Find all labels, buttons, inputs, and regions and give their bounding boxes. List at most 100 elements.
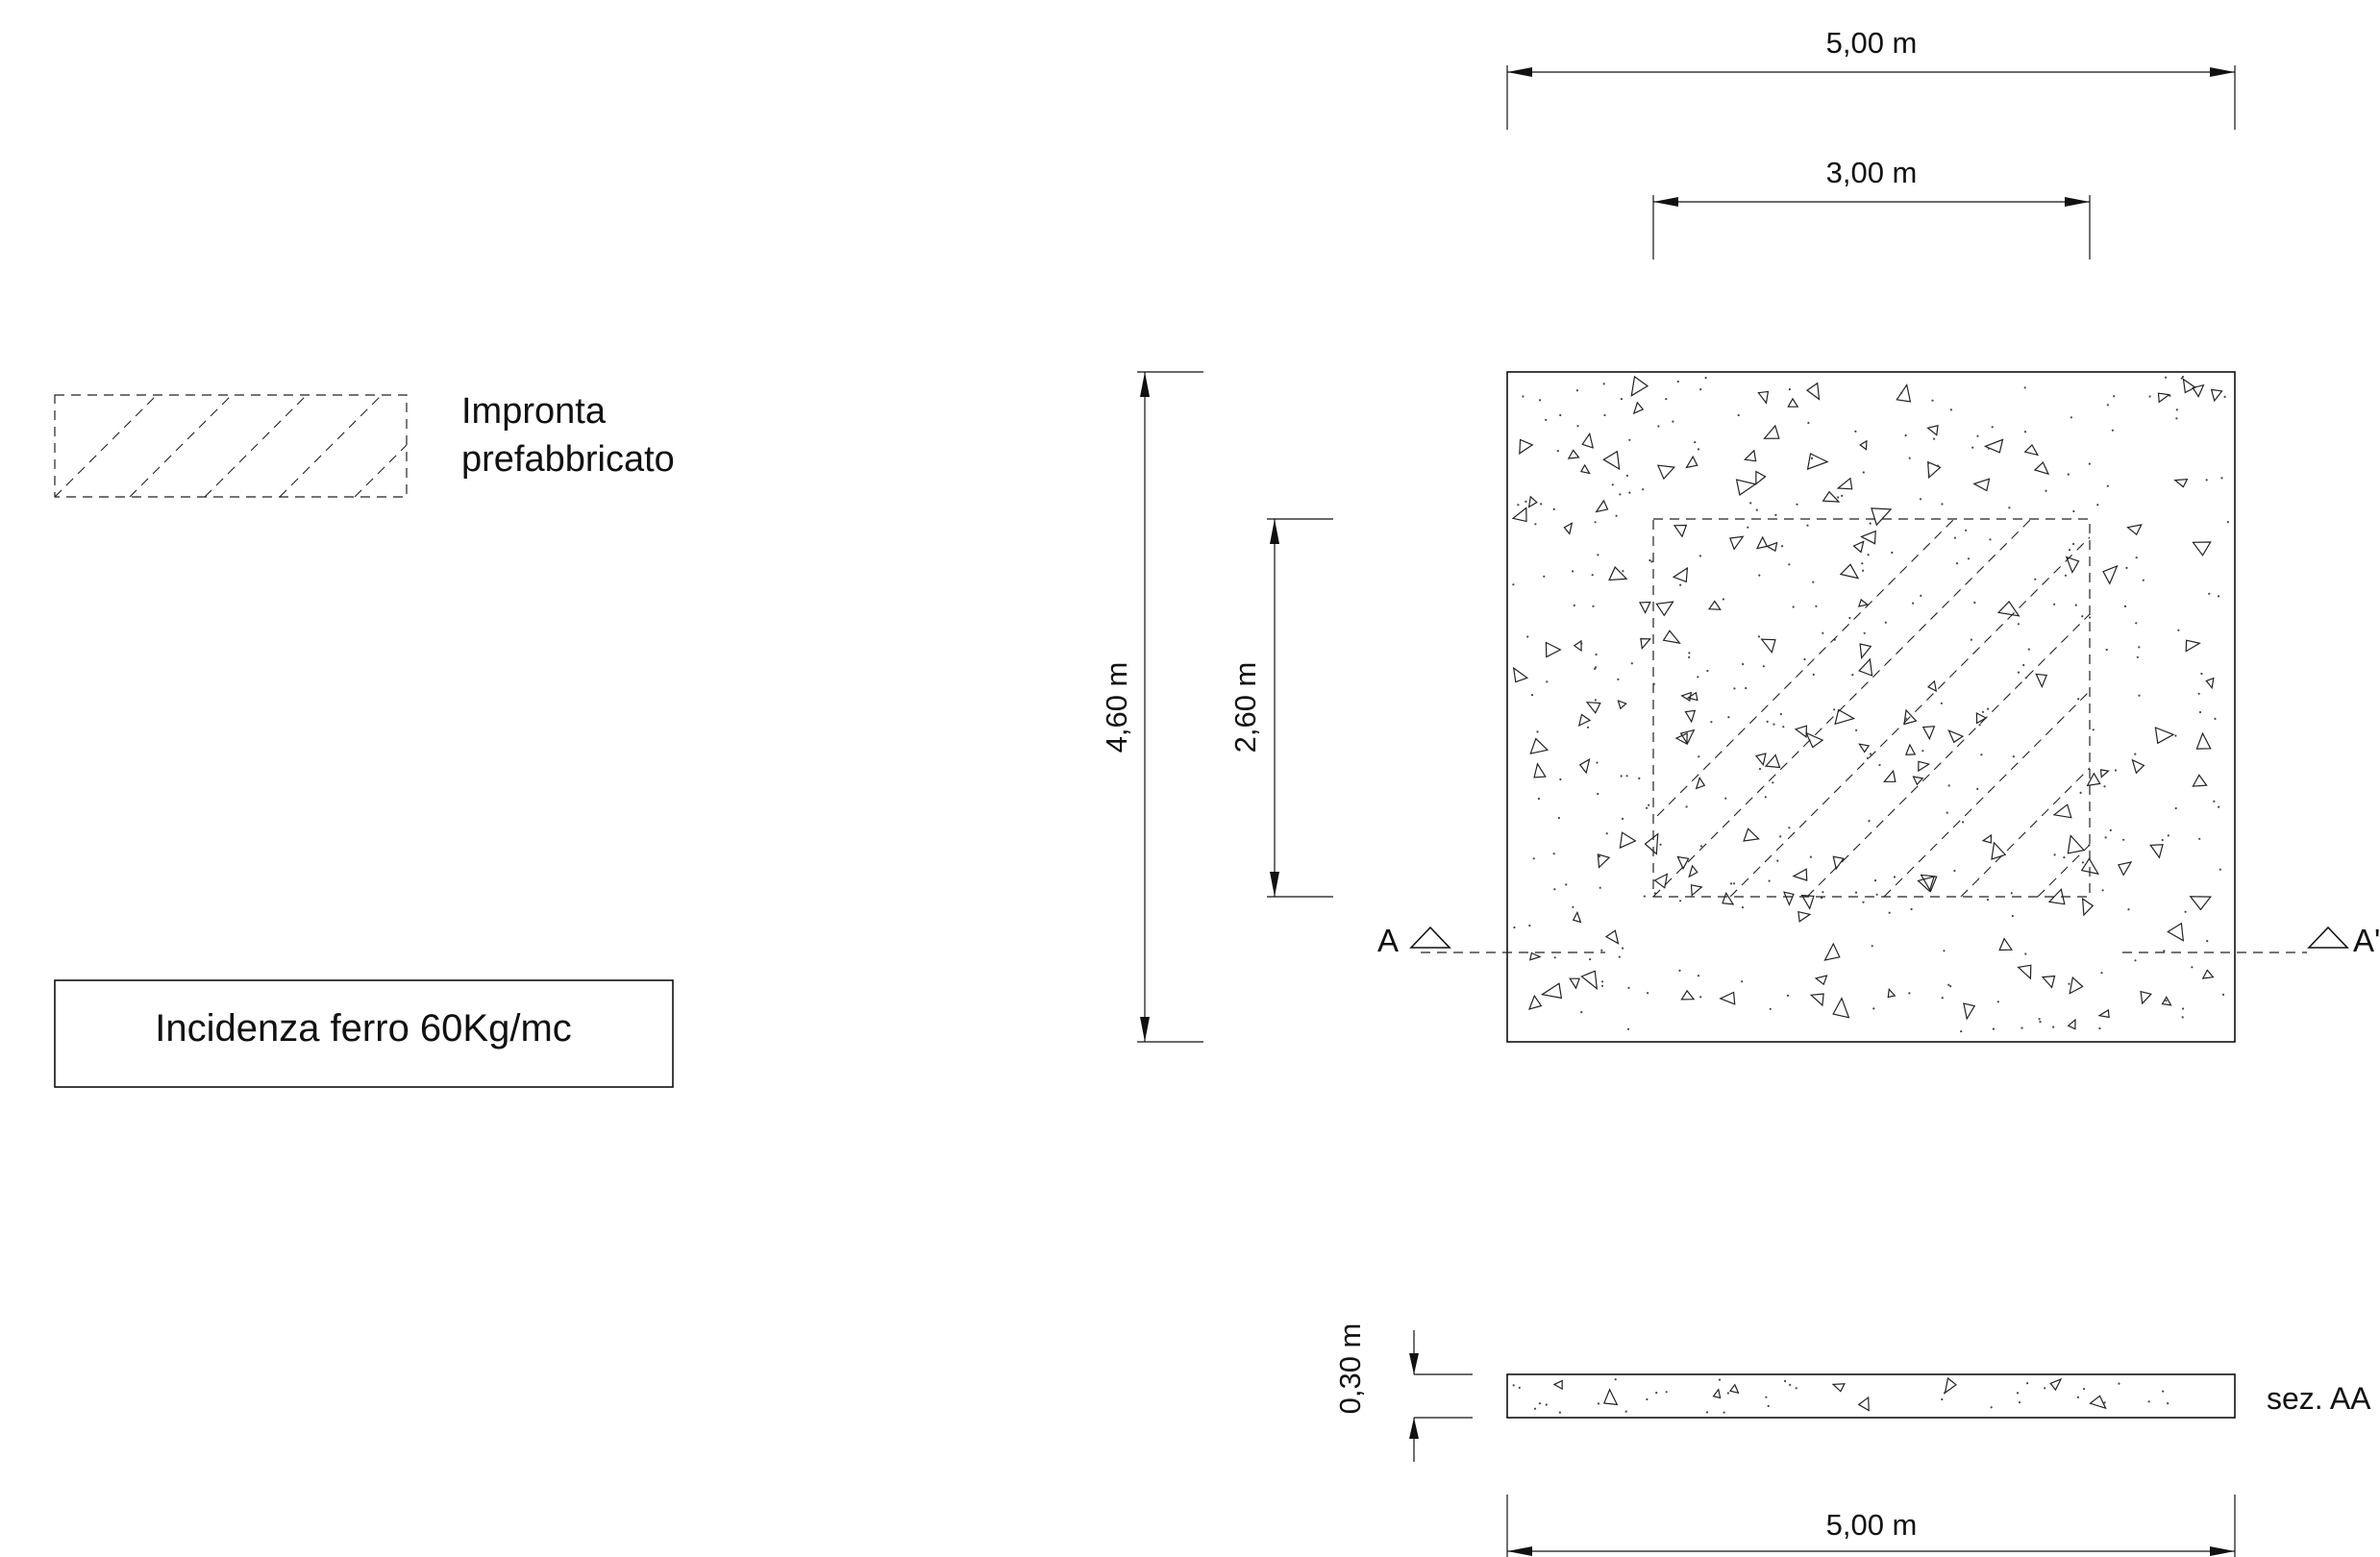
section-view: sez. AA [1506, 1373, 2371, 1419]
aggregate-dot [1741, 980, 1744, 983]
aggregate-mark [1604, 929, 1620, 945]
aggregate-dot [2052, 1026, 2055, 1028]
aggregate-dot [2162, 1390, 2165, 1393]
aggregate-dot [1953, 869, 1956, 873]
aggregate-mark [1632, 401, 1645, 415]
aggregate-dot [1657, 425, 1660, 428]
aggregate-mark [2086, 772, 2101, 787]
aggregate-dot [1653, 892, 1656, 895]
aggregate-dot [1967, 557, 1971, 560]
aggregate-dot [1655, 1392, 1658, 1395]
aggregate-dot [1552, 853, 1555, 855]
aggregate-dot [1533, 1407, 1537, 1410]
aggregate-dot [2184, 910, 2187, 913]
aggregate-dot [1875, 893, 1878, 896]
aggregate-dot [1949, 985, 1952, 988]
aggregate-dot [1810, 457, 1814, 459]
steel-incidence-box: Incidenza ferro 60Kg/mc [54, 979, 674, 1088]
aggregate-dot [1694, 441, 1697, 444]
aggregate-mark [1903, 708, 1918, 726]
aggregate-dot [2169, 394, 2171, 397]
aggregate-dot [1618, 955, 1621, 958]
aggregate-dot [2103, 1401, 2106, 1404]
aggregate-mark [1577, 713, 1592, 727]
aggregate-dot [1936, 464, 1940, 467]
aggregate-dot [1614, 1378, 1617, 1381]
aggregate-dot [2072, 542, 2075, 546]
aggregate-mark [1567, 449, 1580, 459]
section-slab-outline [1506, 1373, 2236, 1419]
aggregate-mark [1800, 894, 1815, 910]
aggregate-dot [2111, 429, 2114, 432]
aggregate-mark [1858, 598, 1870, 607]
aggregate-dot [1765, 1396, 1768, 1398]
aggregate-mark [1608, 566, 1628, 581]
aggregate-dot [2213, 800, 2216, 803]
aggregate-mark [2097, 1008, 2110, 1019]
aggregate-dot [1572, 905, 1574, 908]
aggregate-dot [2092, 729, 2095, 731]
aggregate-dot [1718, 1378, 1722, 1381]
aggregate-mark [1579, 463, 1591, 475]
aggregate-dot [2114, 769, 2118, 772]
dimension-total-height: 4,60 m [1100, 371, 1203, 1043]
aggregate-mark [2149, 844, 2164, 859]
aggregate-dot [1617, 678, 1620, 681]
aggregate-dot [1647, 992, 1649, 995]
aggregate-mark [1831, 1383, 1846, 1393]
aggregate-dot [1779, 835, 1782, 838]
aggregate-dot [1758, 767, 1762, 771]
aggregate-dot [2076, 1396, 2079, 1398]
aggregate-mark [1755, 470, 1767, 485]
aggregate-dot [1867, 554, 1870, 556]
aggregate-dot [1866, 756, 1869, 760]
aggregate-dot [2106, 404, 2109, 407]
aggregate-dot [1699, 996, 1702, 999]
aggregate-dot [1530, 694, 1534, 697]
aggregate-dot [1576, 425, 1579, 428]
aggregate-dot [1592, 605, 1595, 607]
aggregate-dot [1815, 605, 1818, 607]
aggregate-dot [2167, 1402, 2169, 1405]
aggregate-dot [1522, 395, 1525, 398]
aggregate-mark [1684, 709, 1697, 724]
aggregate-dot [1861, 562, 1864, 565]
aggregate-dot [2135, 556, 2138, 559]
aggregate-mark [1686, 691, 1698, 702]
aggregate-dot [1769, 1007, 1772, 1010]
dimension-section-thickness-label: 0,30 m [1333, 1323, 1367, 1415]
aggregate-dot [2206, 940, 2209, 943]
aggregate-mark [2017, 964, 2032, 980]
aggregate-dot [1699, 845, 1702, 848]
aggregate-dot [2226, 521, 2229, 524]
aggregate-dot [1742, 662, 1745, 666]
aggregate-mark [1797, 910, 1812, 923]
aggregate-dot [1665, 1391, 1668, 1394]
aggregate-mark [1754, 753, 1767, 767]
hatch-line [1653, 519, 1955, 821]
aggregate-dot [1597, 792, 1599, 796]
aggregate-dot [1589, 958, 1592, 961]
aggregate-dot [1976, 434, 1979, 437]
section-marker-right-icon [2307, 926, 2349, 949]
aggregate-mark [1707, 600, 1722, 610]
aggregate-dot [2138, 646, 2141, 649]
aggregate-mark [1528, 952, 1542, 961]
aggregate-mark [1783, 891, 1795, 906]
aggregate-dot [1513, 926, 1516, 929]
aggregate-mark [2033, 461, 2050, 476]
aggregate-dot [1788, 388, 1791, 391]
aggregate-dot [1774, 513, 1777, 517]
aggregate-dot [1955, 562, 1959, 565]
aggregate-dot [1822, 891, 1824, 894]
aggregate-dot [1650, 560, 1653, 563]
aggregate-dot [1540, 503, 1543, 506]
aggregate-dot [2067, 473, 2070, 476]
aggregate-dot [2027, 648, 2030, 651]
aggregate-dot [2147, 1400, 2150, 1403]
aggregate-mark [2049, 1377, 2063, 1392]
aggregate-mark [1540, 982, 1563, 1000]
aggregate-dot [2017, 623, 2020, 626]
hatch-line [55, 395, 158, 497]
aggregate-mark [1617, 700, 1627, 710]
